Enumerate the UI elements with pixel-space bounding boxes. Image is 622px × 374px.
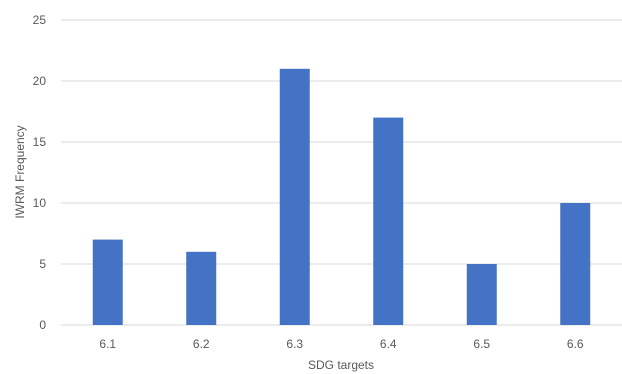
x-tick-label: 6.4 [380,337,397,351]
bar-6-4 [373,117,404,325]
y-tick-label: 5 [39,257,46,271]
y-axis-title: IWRM Frequency [13,125,27,218]
y-tick-label: 25 [33,13,47,27]
x-axis-title: SDG targets [308,358,374,372]
gridlines [61,19,622,326]
y-tick-label: 0 [39,318,46,332]
bar-6-6 [560,203,591,325]
x-axis-ticks: 6.1 6.2 6.3 6.4 6.5 6.6 [99,337,584,351]
bar-6-2 [186,251,217,325]
y-tick-label: 15 [33,135,47,149]
x-tick-label: 6.2 [193,337,210,351]
x-tick-label: 6.3 [286,337,303,351]
bars [92,68,591,326]
y-tick-label: 10 [33,196,47,210]
bar-6-3 [279,68,310,326]
y-axis-ticks: 0 5 10 15 20 25 [33,13,47,332]
x-tick-label: 6.5 [473,337,490,351]
y-tick-label: 20 [33,74,47,88]
x-tick-label: 6.1 [99,337,116,351]
bar-6-5 [466,264,497,325]
x-tick-label: 6.6 [567,337,584,351]
bar-6-1 [92,239,123,325]
